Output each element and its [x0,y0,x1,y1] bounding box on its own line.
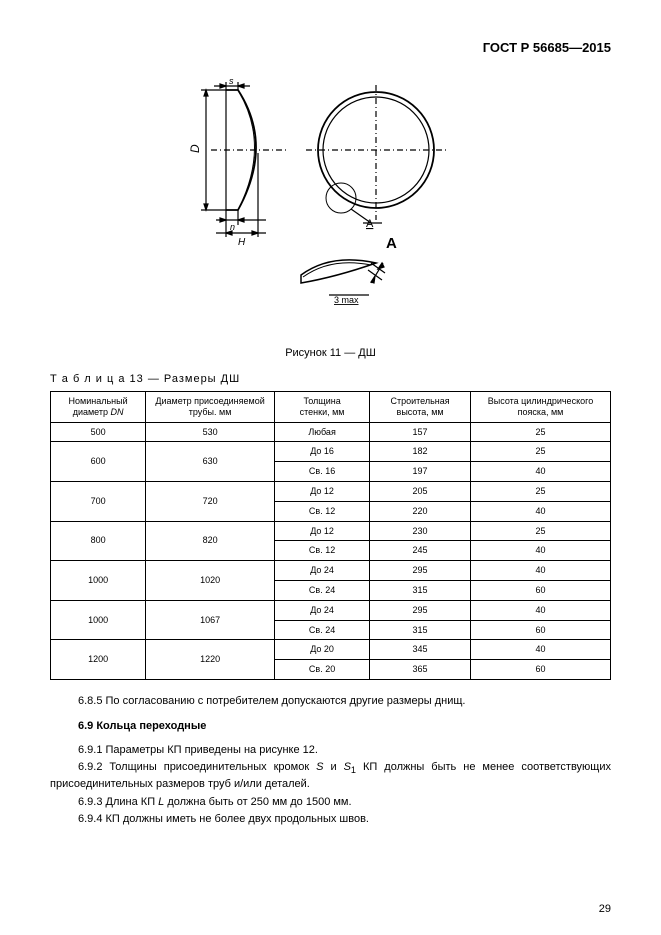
cell-belt: 60 [470,580,610,600]
cell-thick: До 16 [274,442,369,462]
cell-height: 182 [370,442,471,462]
cell-thick: Св. 24 [274,620,369,640]
document-id: ГОСТ Р 56685—2015 [50,40,611,55]
cell-thick: Св. 12 [274,541,369,561]
cell-belt: 40 [470,600,610,620]
fig-label-D: D [188,144,202,153]
table-row: 600630До 1618225 [51,442,611,462]
cell-pipe: 530 [146,422,275,442]
cell-height: 365 [370,660,471,680]
cell-pipe: 1020 [146,561,275,601]
figure-11: s D n H A A 3 max [166,75,496,335]
cell-dn: 1200 [51,640,146,680]
cell-height: 205 [370,481,471,501]
th-height: Строительнаявысота, мм [370,392,471,423]
cell-thick: До 20 [274,640,369,660]
figure-caption: Рисунок 11 — ДШ [50,347,611,359]
cell-height: 245 [370,541,471,561]
p-693: 6.9.3 Длина КП L должна быть от 250 мм д… [50,795,611,810]
fig-label-s: s [229,76,234,86]
cell-thick: Св. 16 [274,462,369,482]
p-685: 6.8.5 По согласованию с потребителем доп… [50,694,611,709]
cell-dn: 1000 [51,561,146,601]
cell-height: 157 [370,422,471,442]
cell-belt: 40 [470,541,610,561]
cell-thick: До 24 [274,561,369,581]
th-thick: Толщинастенки, мм [274,392,369,423]
cell-belt: 25 [470,521,610,541]
cell-belt: 40 [470,561,610,581]
cell-thick: До 12 [274,521,369,541]
cell-dn: 1000 [51,600,146,640]
cell-thick: До 24 [274,600,369,620]
page-number: 29 [599,903,611,915]
cell-belt: 40 [470,640,610,660]
cell-thick: До 12 [274,481,369,501]
cell-belt: 60 [470,660,610,680]
fig-label-n: n [230,222,235,232]
table-row: 12001220До 2034540 [51,640,611,660]
cell-height: 315 [370,580,471,600]
th-belt: Высота цилиндрическогопояска, мм [470,392,610,423]
p-692: 6.9.2 Толщины присоединительных кромок S… [50,760,611,792]
fig-label-A-mark: A [366,218,374,230]
table-row: 500530Любая15725 [51,422,611,442]
cell-belt: 40 [470,462,610,482]
cell-pipe: 630 [146,442,275,482]
cell-height: 295 [370,600,471,620]
cell-height: 220 [370,501,471,521]
fig-label-3max: 3 max [334,295,359,305]
cell-height: 345 [370,640,471,660]
cell-pipe: 1220 [146,640,275,680]
table-row: 800820До 1223025 [51,521,611,541]
page-container: ГОСТ Р 56685—2015 [0,0,661,935]
p-694: 6.9.4 КП должны иметь не более двух прод… [50,812,611,827]
cell-height: 230 [370,521,471,541]
body-text: 6.8.5 По согласованию с потребителем доп… [50,694,611,827]
cell-pipe: 720 [146,481,275,521]
cell-height: 197 [370,462,471,482]
cell-thick: Св. 20 [274,660,369,680]
cell-belt: 25 [470,442,610,462]
cell-dn: 800 [51,521,146,561]
cell-thick: Св. 12 [274,501,369,521]
table-header-row: Номинальныйдиаметр DN Диаметр присоединя… [51,392,611,423]
th-pipe: Диаметр присоединяемойтрубы. мм [146,392,275,423]
cell-height: 315 [370,620,471,640]
heading-69: 6.9 Кольца переходные [50,719,611,734]
cell-thick: Св. 24 [274,580,369,600]
p-691: 6.9.1 Параметры КП приведены на рисунке … [50,743,611,758]
cell-belt: 60 [470,620,610,640]
cell-height: 295 [370,561,471,581]
th-dn: Номинальныйдиаметр DN [51,392,146,423]
table-row: 700720До 1220525 [51,481,611,501]
cell-dn: 500 [51,422,146,442]
cell-dn: 700 [51,481,146,521]
table-row: 10001020До 2429540 [51,561,611,581]
table-row: 10001067До 2429540 [51,600,611,620]
cell-belt: 40 [470,501,610,521]
table-title: Т а б л и ц а 13 — Размеры ДШ [50,373,611,385]
cell-thick: Любая [274,422,369,442]
fig-label-H: H [238,237,246,248]
table-13: Номинальныйдиаметр DN Диаметр присоединя… [50,391,611,680]
cell-belt: 25 [470,481,610,501]
cell-pipe: 1067 [146,600,275,640]
cell-dn: 600 [51,442,146,482]
cell-belt: 25 [470,422,610,442]
fig-label-A-big: A [386,235,397,252]
cell-pipe: 820 [146,521,275,561]
